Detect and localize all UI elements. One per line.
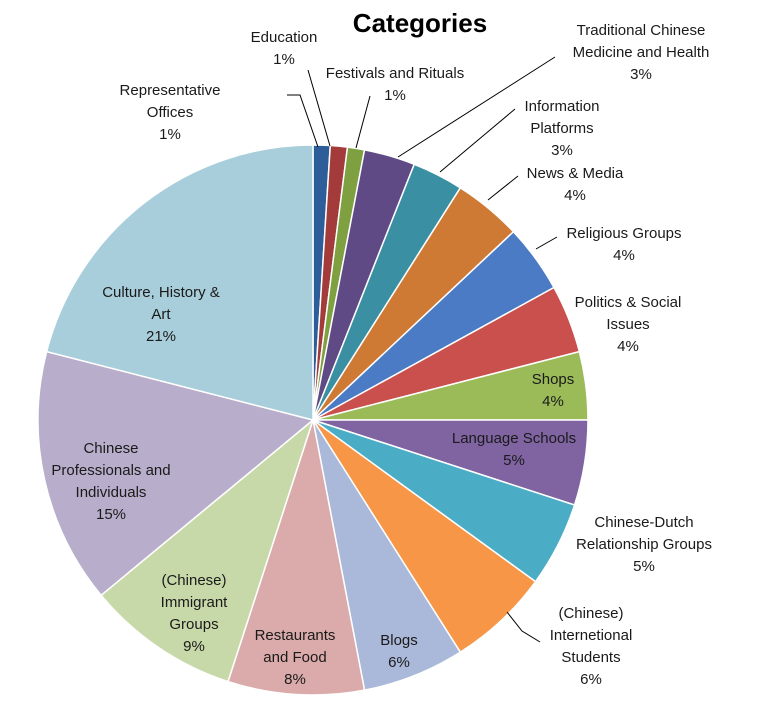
slice-label-religious-groups: Religious Groups 4%: [566, 225, 681, 264]
slice-label-festivals-and-rituals: Festivals and Rituals 1%: [326, 65, 464, 104]
slice-label-chinese-immigrant-groups: (Chinese) Immigrant Groups 9%: [161, 572, 229, 655]
slice-label-chinese-dutch-relationship-groups: Chinese-Dutch Relationship Groups 5%: [576, 514, 712, 575]
slice-label-chinese-internetional-students: (Chinese) Internetional Students 6%: [550, 605, 633, 688]
leader-line-traditional-chinese-medicine-and-health: [397, 56, 556, 158]
leader-lines: [287, 56, 558, 643]
slice-label-news-media: News & Media 4%: [527, 165, 624, 204]
leader-line-news-media: [487, 175, 519, 201]
slice-label-politics-social-issues: Politics & Social Issues 4%: [575, 294, 682, 355]
slice-label-culture-history-art: Culture, History & Art 21%: [102, 284, 220, 345]
leader-line-education: [307, 69, 331, 147]
slice-label-representative-offices: Representative Offices 1%: [120, 82, 221, 143]
slice-label-information-platforms: Information Platforms 3%: [524, 98, 599, 159]
leader-line-festivals-and-rituals: [355, 95, 371, 149]
chart-title: Categories: [353, 8, 487, 38]
slice-label-blogs: Blogs 6%: [380, 632, 418, 671]
slice-labels: Representative Offices 1% Education 1%Festiv…: [51, 22, 712, 688]
leader-line-chinese-internetional-students: [506, 611, 541, 643]
slice-label-chinese-professionals-and-individuals: Chinese Professionals and Individuals 15%: [51, 440, 170, 523]
leader-line-information-platforms: [439, 108, 516, 173]
leader-line-religious-groups: [535, 236, 558, 250]
leader-line-representative-offices: [287, 94, 319, 148]
pie-slice-chinese-immigrant-groups: [100, 417, 315, 683]
slice-label-shops: Shops 4%: [532, 371, 575, 410]
pie-slices: [37, 144, 589, 696]
slice-label-language-schools: Language Schools 5%: [452, 430, 576, 469]
pie-slice-chinese-professionals-and-individuals: [37, 350, 315, 597]
slice-label-education: Education 1%: [251, 29, 318, 68]
slice-label-restaurants-and-food: Restaurants and Food 8%: [255, 627, 336, 688]
slice-label-traditional-chinese-medicine-and-health: Traditional Chinese Medicine and Health 3%: [573, 22, 710, 83]
pie-slice-culture-history-art: [45, 144, 314, 421]
pie-slice-restaurants-and-food: [227, 419, 366, 696]
